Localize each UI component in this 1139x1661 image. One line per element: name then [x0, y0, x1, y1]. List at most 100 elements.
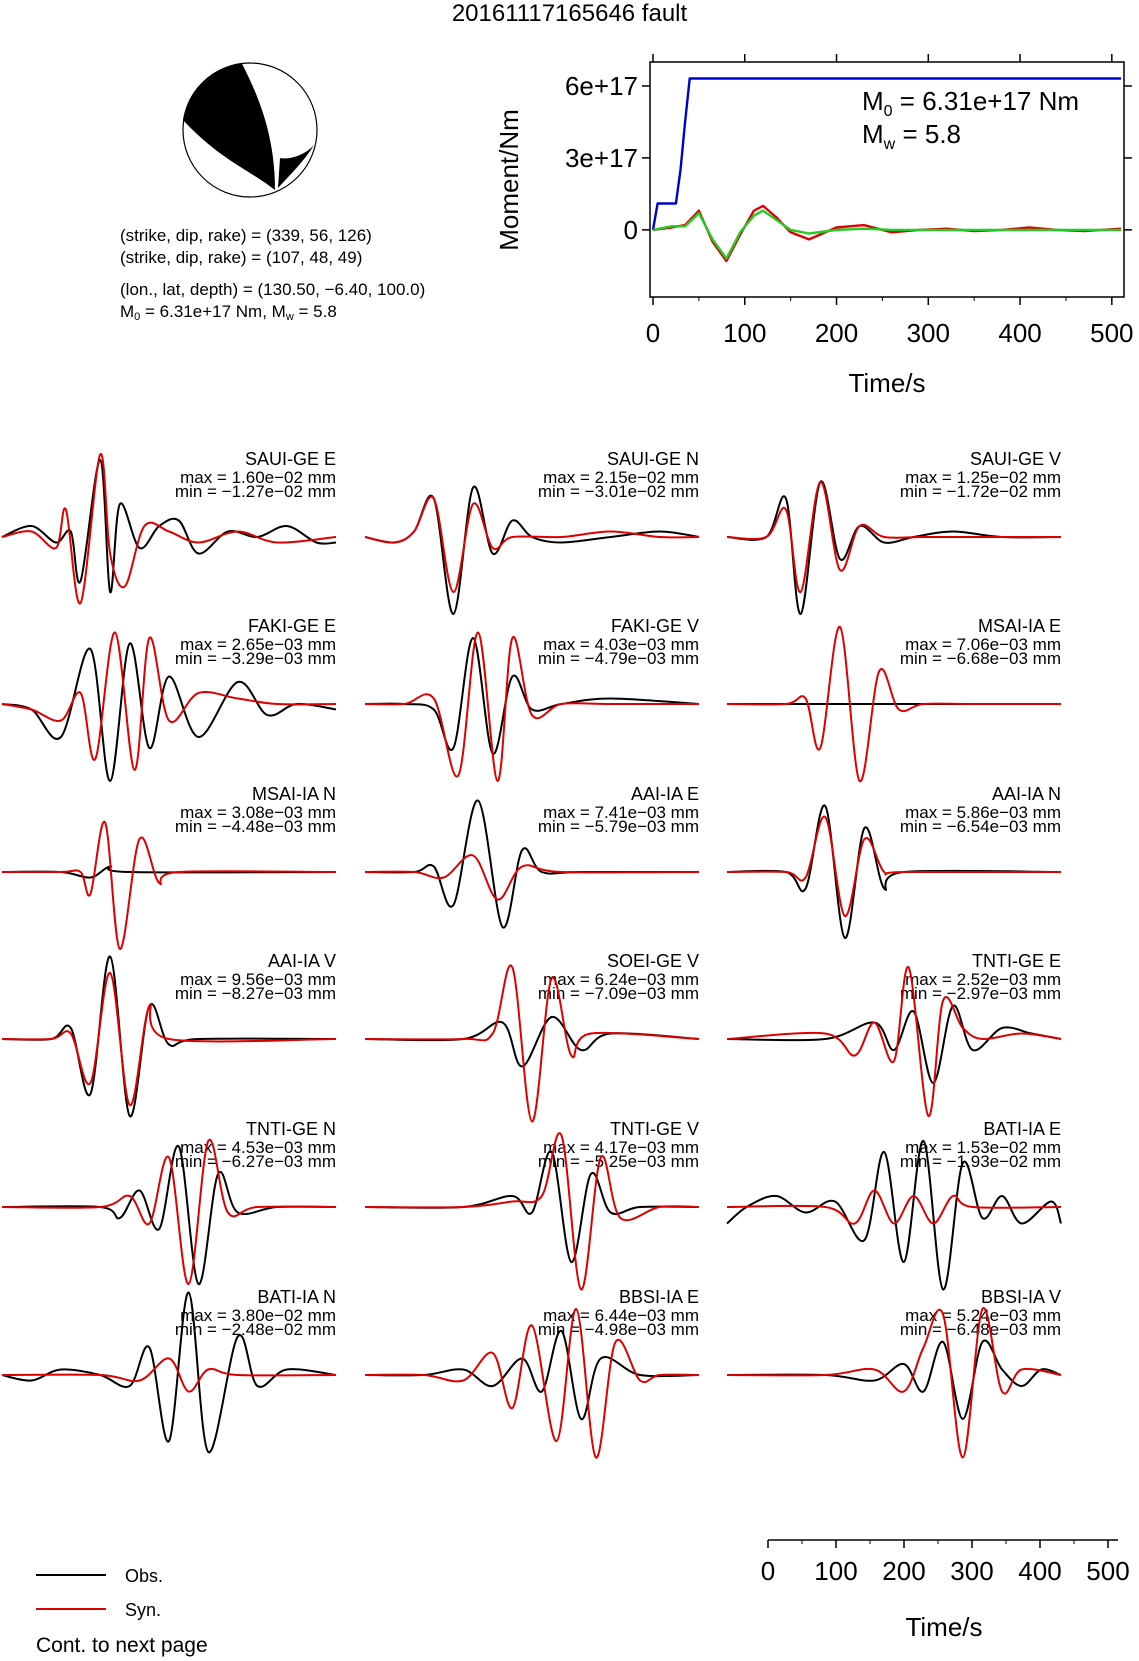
station-label: FAKI-GE E — [248, 616, 336, 636]
min-amplitude: min = −2.48e−02 mm — [175, 1320, 336, 1339]
beachball-icon — [182, 62, 318, 198]
max-amplitude: max = 3.08e−03 mm — [180, 803, 336, 822]
nodal-plane-1: (strike, dip, rake) = (339, 56, 126) — [120, 226, 372, 245]
min-amplitude: min = −6.68e−03 mm — [900, 649, 1061, 668]
observed-trace — [364, 485, 700, 616]
station-label: BATI-IA E — [983, 1119, 1061, 1139]
min-amplitude: min = −5.25e−03 mm — [538, 1152, 699, 1171]
station-label: SAUI-GE V — [970, 449, 1061, 469]
min-amplitude: min = −4.48e−03 mm — [175, 817, 336, 836]
mw-label: Mw = 5.8 — [862, 119, 961, 153]
station-label: TNTI-GE N — [246, 1119, 336, 1139]
synthetic-trace — [1, 971, 337, 1107]
moment-curves — [651, 77, 1122, 263]
max-amplitude: max = 4.53e−03 mm — [180, 1138, 336, 1157]
moment-plot-frame — [649, 61, 1125, 298]
m0-symbol: M — [120, 302, 135, 321]
min-amplitude: min = −6.54e−03 mm — [900, 817, 1061, 836]
station-label: SAUI-GE N — [607, 449, 699, 469]
max-amplitude: max = 3.80e−02 mm — [180, 1306, 336, 1325]
synthetic-trace — [364, 854, 700, 901]
min-amplitude: min = −3.29e−03 mm — [175, 649, 336, 668]
moment-chart: 0 3e+17 6e+17 0 100 200 300 400 500 M0 = 6.31e+1… — [494, 54, 1134, 398]
synthetic-trace — [1, 453, 337, 605]
observed-trace — [726, 1339, 1062, 1421]
beachball-compressional-quadrant — [183, 63, 275, 190]
max-amplitude: max = 4.03e−03 mm — [543, 635, 699, 654]
max-amplitude: max = 9.56e−03 mm — [180, 970, 336, 989]
observed-trace — [364, 636, 700, 755]
synthetic-trace — [364, 1132, 700, 1291]
min-amplitude: min = −8.27e−03 mm — [175, 984, 336, 1003]
synthetic-trace — [364, 964, 700, 1123]
moment-xtick-label: 300 — [907, 318, 950, 348]
synthetic-trace — [1, 1357, 337, 1393]
min-amplitude: min = −5.79e−03 mm — [538, 817, 699, 836]
station-label: SAUI-GE E — [245, 449, 336, 469]
max-amplitude: max = 2.15e−02 mm — [543, 468, 699, 487]
max-amplitude: max = 5.86e−03 mm — [905, 803, 1061, 822]
moment-ytick-label: 6e+17 — [565, 71, 638, 101]
synthetic-trace — [2, 821, 337, 951]
max-amplitude: max = 2.65e−03 mm — [180, 635, 336, 654]
station-label: BBSI-IA V — [981, 1287, 1061, 1307]
min-amplitude: min = −7.09e−03 mm — [538, 984, 699, 1003]
synthetic-trace — [726, 1307, 1062, 1459]
moment-xtick-label: 0 — [646, 318, 660, 348]
moment-axes: 0 3e+17 6e+17 0 100 200 300 400 500 — [565, 54, 1134, 348]
bottom-xtick-label: 0 — [761, 1556, 775, 1586]
legend-obs-label: Obs. — [125, 1566, 163, 1586]
synthetic-trace — [726, 1189, 1062, 1225]
max-amplitude: max = 7.41e−03 mm — [543, 803, 699, 822]
observed-trace — [726, 480, 1062, 616]
m0-label: M0 = 6.31e+17 Nm — [862, 86, 1079, 120]
station-label: BBSI-IA E — [619, 1287, 699, 1307]
moment-summary: M0 = 6.31e+17 Nm, Mw = 5.8 — [120, 302, 337, 323]
min-amplitude: min = −1.72e−02 mm — [900, 482, 1061, 501]
bottom-time-axis: 0 100 200 300 400 500 — [761, 1539, 1130, 1586]
mw-value: = 5.8 — [293, 302, 337, 321]
bottom-xlabel: Time/s — [905, 1612, 982, 1642]
legend-syn-label: Syn. — [125, 1600, 161, 1620]
hypocenter-location: (lon., lat, depth) = (130.50, −6.40, 100… — [120, 280, 426, 299]
continuation-note: Cont. to next page — [36, 1634, 208, 1657]
moment-xlabel: Time/s — [848, 368, 925, 398]
max-amplitude: max = 1.60e−02 mm — [180, 468, 336, 487]
station-label: AAI-IA N — [992, 784, 1061, 804]
synthetic-trace — [364, 1307, 700, 1459]
nodal-plane-2: (strike, dip, rake) = (107, 48, 49) — [120, 248, 363, 267]
mw-subscript: w — [285, 311, 294, 323]
station-label: MSAI-IA E — [978, 616, 1061, 636]
m0-subscript: 0 — [134, 311, 141, 323]
synthetic-trace — [726, 480, 1061, 594]
cumulative-moment-line — [651, 77, 1121, 231]
station-label: AAI-IA V — [268, 951, 336, 971]
min-amplitude: min = −6.48e−03 mm — [900, 1320, 1061, 1339]
moment-xtick-label: 100 — [723, 318, 766, 348]
station-label: MSAI-IA N — [252, 784, 336, 804]
observed-trace — [364, 799, 699, 929]
m0-value: = 6.31e+17 Nm, M — [140, 302, 286, 321]
max-amplitude: max = 1.25e−02 mm — [905, 468, 1061, 487]
min-amplitude: min = −2.97e−03 mm — [900, 984, 1061, 1003]
beachball-compressional-quadrant-2 — [278, 145, 314, 188]
synthetic-trace — [726, 815, 1061, 918]
bottom-xtick-label: 200 — [882, 1556, 925, 1586]
min-amplitude: min = −4.98e−03 mm — [538, 1320, 699, 1339]
moment-ylabel: Moment/Nm — [494, 109, 524, 251]
synthetic-trace — [364, 631, 699, 783]
